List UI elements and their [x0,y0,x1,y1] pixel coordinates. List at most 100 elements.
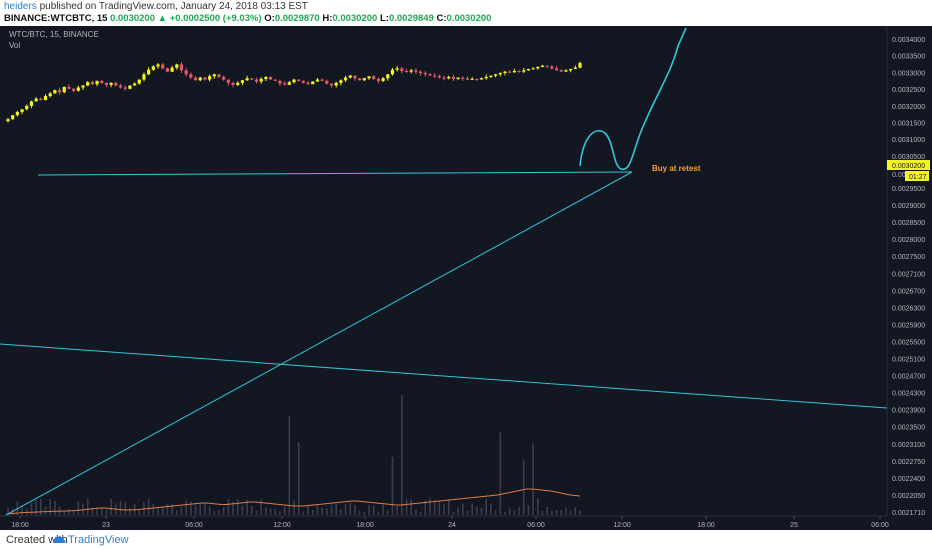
candle-body [161,64,165,69]
candle-body [569,69,573,71]
price-tick-label: 0.0024300 [892,391,925,398]
volume-bar [452,511,455,515]
candle-body [193,77,198,81]
volume-bar [527,505,530,515]
volume-bar [218,510,220,515]
candle-body [442,77,446,79]
candle-body [245,78,249,81]
change-text: ▲ +0.0002500 (+9.03%) [157,13,262,24]
author-link[interactable]: heiders [4,1,37,12]
candle-body [306,82,310,85]
volume-bar [246,499,248,515]
price-tick-label: 0.0025900 [892,322,925,329]
price-tick-label: 0.0032000 [892,104,925,111]
volume-bar [21,505,23,515]
volume-bar [443,504,445,515]
candle-body [95,80,99,85]
volume-bar [401,395,403,515]
resistance-line[interactable] [37,171,633,176]
price-tick-label: 0.0026300 [892,305,925,312]
price-tick-label: 0.0021710 [892,510,925,517]
candle-body [72,88,76,91]
price-tick-label: 0.0023500 [892,425,925,432]
candle-body [418,71,423,73]
price-tick-label: 0.0026700 [892,288,925,295]
candle-body [156,64,160,67]
volume-bar [565,507,567,515]
candle-body [372,76,376,79]
candle-body [362,78,366,81]
time-tick-label: 06:00 [871,522,889,529]
volume-bar [316,505,319,515]
volume-bar [199,504,202,515]
candle-body [20,109,24,112]
candle-body [254,79,259,82]
volume-bar [480,507,483,515]
tradingview-brand[interactable]: TradingView [68,534,129,546]
candle-body [367,76,371,79]
candle-body [526,69,531,71]
countdown-text: 01:27 [909,174,927,181]
volume-bar [415,509,417,515]
volume-bar [166,504,169,515]
candle-body [217,74,221,77]
open-label: O: [264,13,275,24]
candle-body [550,66,554,69]
candle-body [170,67,174,72]
candle-body [184,70,188,75]
symbol-ohlc-line: BINANCE:WTCBTC, 15 0.0030200 ▲ +0.000250… [4,13,491,24]
volume-bar [560,509,563,515]
volume-bar [236,499,239,515]
candle-body [479,78,484,80]
price-tick-label: 0.0022050 [892,493,925,500]
price-tick-label: 0.0027100 [892,271,925,278]
price-chart[interactable]: Buy at retest WTC/BTC, 15, BINANCE Vol 0… [0,26,932,530]
chart-area[interactable]: Buy at retest WTC/BTC, 15, BINANCE Vol 0… [0,26,932,530]
price-tick-label: 0.0022400 [892,476,925,483]
projection-curve[interactable] [579,27,687,171]
volume-bar [330,504,333,515]
volume-bar [35,499,37,515]
candle-body [273,79,277,81]
volume-bar [518,507,520,515]
volume-bar [288,416,291,515]
volume-bar [77,501,80,515]
candle-body [43,96,48,101]
volume-bar [424,500,427,515]
candle-body [208,76,212,80]
candle-body [114,82,118,86]
candle-body [508,71,512,73]
candle-body [25,105,29,110]
volume-bar [457,507,459,515]
last-price: 0.0030200 [110,13,156,24]
descending-trendline[interactable] [0,343,888,409]
price-axis[interactable]: 0.0034000 0.0033500 0.0033000 0.0032500 0.00… [892,37,925,517]
annotation-buy-at-retest[interactable]: Buy at retest [652,164,701,173]
volume-bar [63,510,66,515]
ascending-trendline[interactable] [5,171,633,516]
candle-body [189,74,193,78]
candle-body [573,67,577,70]
candle-body [118,85,123,88]
candle-body [132,83,137,86]
volume-bar [344,503,347,515]
volume-bar [222,506,225,515]
volume-bar [532,443,534,515]
candle-body [358,78,362,81]
volume-bar [297,442,300,515]
candle-body [564,70,568,72]
volume-bar [213,510,216,515]
time-tick-label: 18:00 [356,522,374,529]
footer: Created with TradingView [0,530,932,550]
volume-bar [447,499,450,515]
candle-body [517,71,521,72]
volume-bar [396,505,398,515]
candle-body [104,82,109,85]
candle-body [212,74,216,77]
volume-bar [49,498,51,515]
time-axis[interactable]: 18:00 23 06:00 12:00 18:00 24 06:00 12:00 18:00 2… [11,516,889,529]
volume-bar [382,503,384,515]
volume-bar [485,498,488,515]
volume-bar [204,503,206,515]
volume-bar [546,507,548,515]
